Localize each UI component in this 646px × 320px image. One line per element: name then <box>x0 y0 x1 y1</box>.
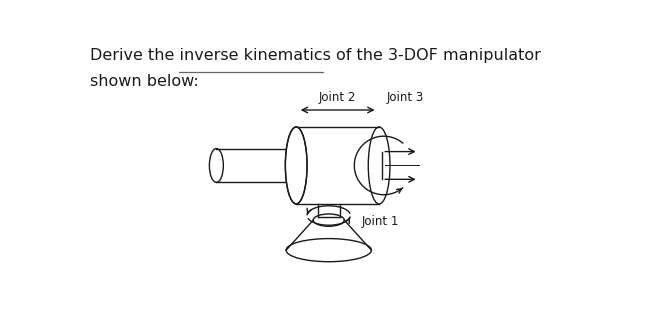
Text: Joint 1: Joint 1 <box>361 215 399 228</box>
Text: shown below:: shown below: <box>90 74 199 89</box>
Text: Joint 3: Joint 3 <box>387 91 424 104</box>
Text: Derive the inverse kinematics of the 3-DOF manipulator: Derive the inverse kinematics of the 3-D… <box>90 48 541 63</box>
Text: Joint 2: Joint 2 <box>319 91 357 104</box>
Ellipse shape <box>286 127 307 204</box>
